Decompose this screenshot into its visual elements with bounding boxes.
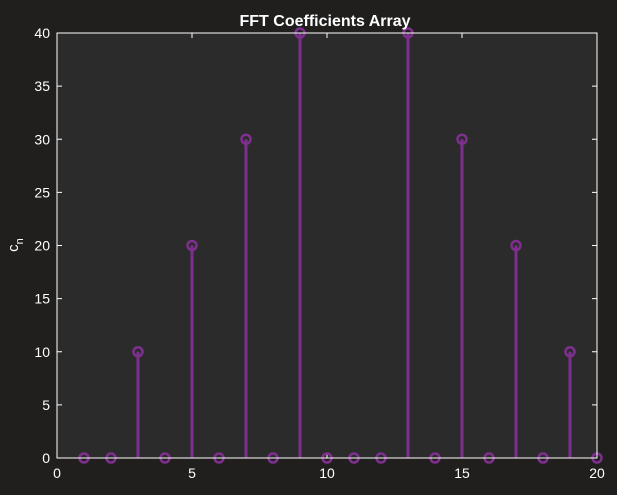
chart-title: FFT Coefficients Array xyxy=(240,13,411,30)
stem-marker xyxy=(240,133,252,145)
x-tick-label: 20 xyxy=(589,465,605,481)
stem-marker xyxy=(564,346,576,358)
y-tick-label: 10 xyxy=(34,344,50,360)
svg-text:cn: cn xyxy=(5,238,26,252)
x-tick-label: 5 xyxy=(188,465,196,481)
y-tick-label: 0 xyxy=(42,450,50,466)
stem-series xyxy=(78,27,603,464)
y-axis-label: cn xyxy=(5,238,26,252)
y-tick-label: 5 xyxy=(42,397,50,413)
y-tick-label: 20 xyxy=(34,238,50,254)
x-tick-label: 10 xyxy=(319,465,335,481)
y-tick-label: 35 xyxy=(34,78,50,94)
y-axis-label-subscript: n xyxy=(14,238,26,244)
y-axis-ticks: 0 5 10 15 20 25 30 35 40 xyxy=(34,25,597,466)
stem-marker xyxy=(186,239,198,252)
x-tick-label: 15 xyxy=(454,465,470,481)
stem-marker xyxy=(132,346,144,358)
axes-background xyxy=(57,33,597,458)
axes-box xyxy=(56,32,598,459)
y-tick-label: 30 xyxy=(34,131,50,147)
y-tick-label: 25 xyxy=(34,184,50,200)
stem-marker xyxy=(456,133,468,145)
x-tick-label: 0 xyxy=(53,465,61,481)
y-tick-label: 15 xyxy=(34,291,50,307)
y-axis-label-main: c xyxy=(5,244,22,252)
stem-marker xyxy=(510,239,522,252)
y-tick-label: 40 xyxy=(34,25,50,41)
